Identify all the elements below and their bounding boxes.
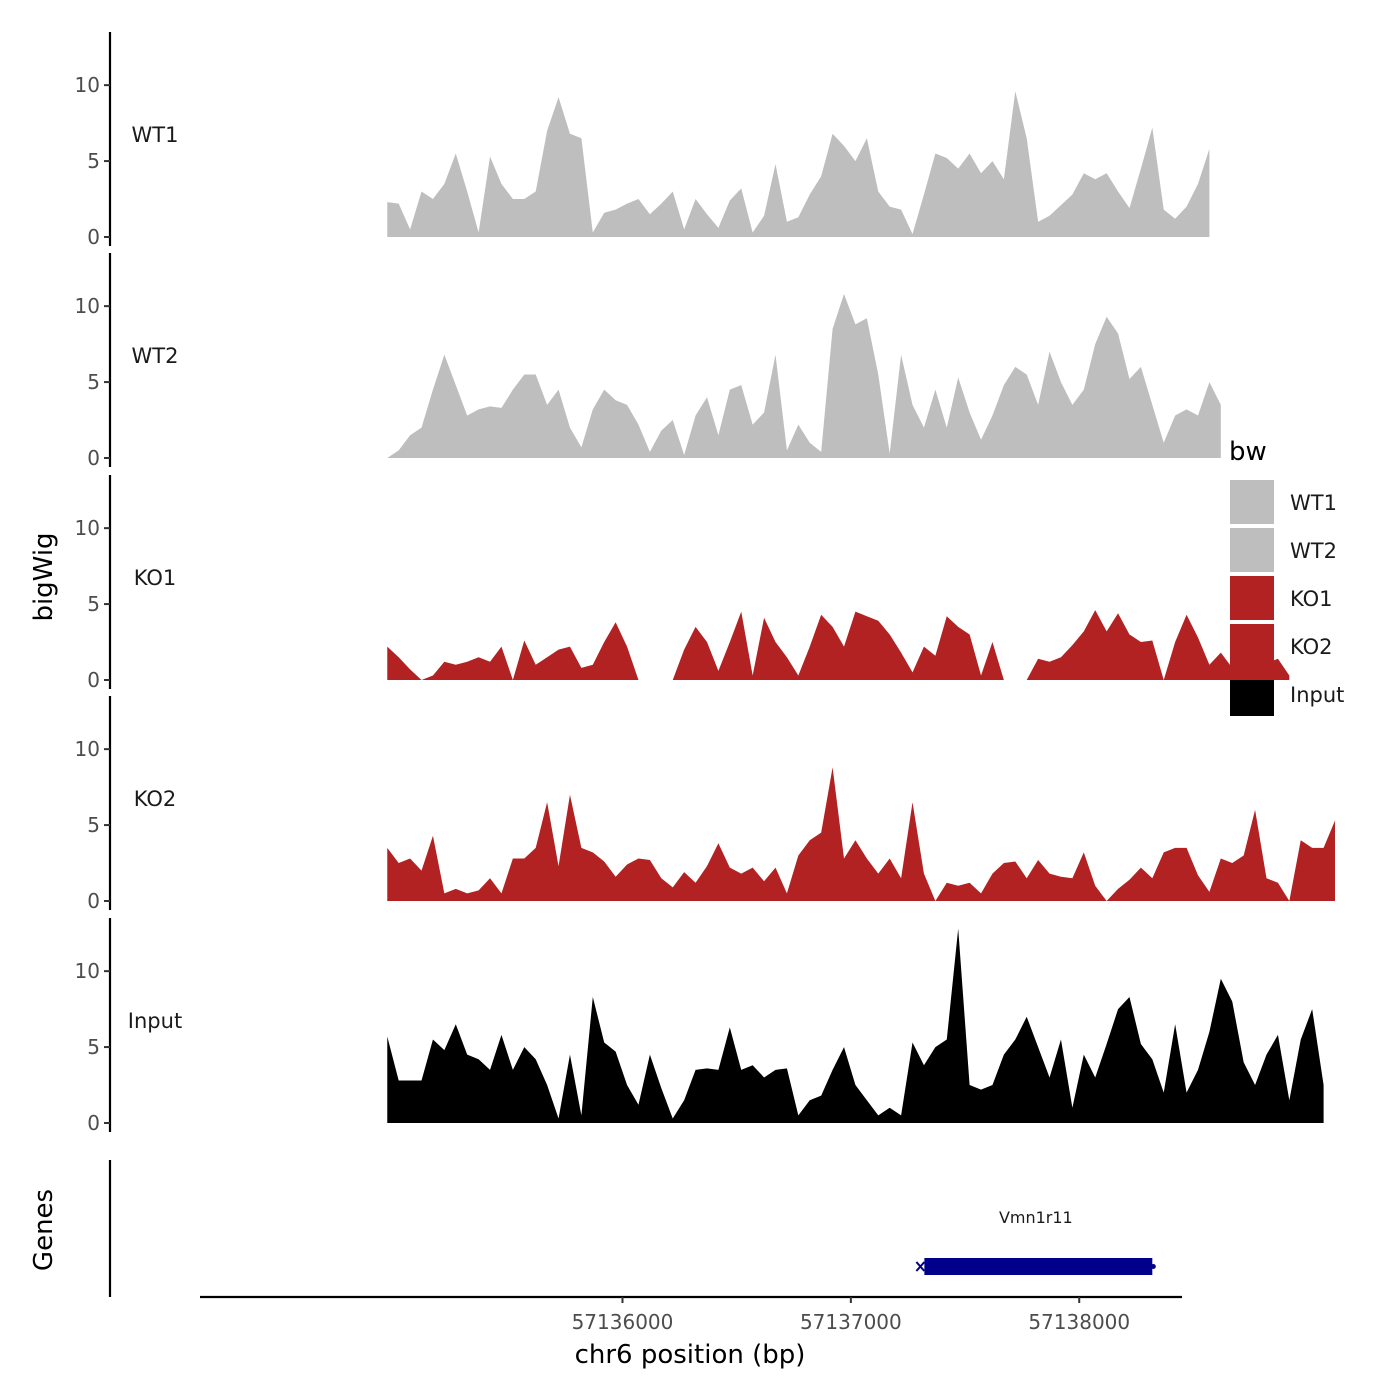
- track-label-wt2: WT2: [132, 344, 179, 368]
- y-tick-label: 0: [87, 889, 100, 913]
- y-tick-label: 10: [75, 294, 100, 318]
- track-panel-wt1: 0 5 10 WT1: [75, 32, 1210, 249]
- y-tick-label: 0: [87, 446, 100, 470]
- legend-swatch: [1230, 576, 1274, 620]
- y-tick-label: 0: [87, 668, 100, 692]
- y-tick-label: 5: [87, 370, 100, 394]
- track-area-wt2: [387, 294, 1221, 458]
- y-tick-label: 5: [87, 813, 100, 837]
- y-tick-label: 10: [75, 737, 100, 761]
- legend-title: bw: [1229, 437, 1267, 467]
- legend-item-wt1: WT1: [1230, 480, 1337, 524]
- track-panel-ko1: 0 5 10 KO1: [75, 475, 1290, 692]
- gene-label: Vmn1r11: [999, 1208, 1073, 1227]
- track-label-ko1: KO1: [134, 566, 177, 590]
- x-tick-label: 57138000: [1028, 1310, 1130, 1334]
- track-label-ko2: KO2: [134, 787, 177, 811]
- y-tick-label: 10: [75, 516, 100, 540]
- y-tick-label: 0: [87, 225, 100, 249]
- track-label-wt1: WT1: [132, 123, 179, 147]
- gene-body: [924, 1258, 1153, 1275]
- track-area-wt1: [387, 91, 1210, 237]
- legend-swatch: [1230, 528, 1274, 572]
- legend-label: WT2: [1290, 539, 1337, 563]
- track-label-input: Input: [128, 1009, 182, 1033]
- y-tick-label: 5: [87, 1035, 100, 1059]
- legend-label: WT1: [1290, 491, 1337, 515]
- y-tick-label: 5: [87, 592, 100, 616]
- genes-axis-title: Genes: [29, 1189, 59, 1271]
- legend-label: Input: [1290, 683, 1344, 707]
- x-tick-label: 57137000: [800, 1310, 902, 1334]
- track-area-ko2: [387, 767, 1336, 901]
- y-tick-label: 5: [87, 149, 100, 173]
- legend: bw WT1 WT2 KO1 KO2 Input: [1229, 437, 1344, 716]
- legend-swatch: [1230, 480, 1274, 524]
- gene-end-marker: [1150, 1264, 1156, 1269]
- legend-label: KO2: [1290, 635, 1333, 659]
- track-area-ko1: [387, 610, 1290, 680]
- gene-vmn1r11: Vmn1r11: [915, 1208, 1156, 1275]
- track-panel-wt2: 0 5 10 WT2: [75, 253, 1221, 470]
- y-tick-label: 0: [87, 1111, 100, 1135]
- legend-label: KO1: [1290, 587, 1333, 611]
- x-tick-label: 57136000: [572, 1310, 674, 1334]
- legend-item-ko1: KO1: [1230, 576, 1333, 620]
- track-area-input: [387, 928, 1324, 1123]
- legend-item-wt2: WT2: [1230, 528, 1337, 572]
- gene-start-marker: [915, 1261, 926, 1272]
- track-panel-ko2: 0 5 10 KO2: [75, 696, 1336, 913]
- track-panel-input: 0 5 10 Input: [75, 918, 1324, 1135]
- y-axis-title: bigWig: [29, 532, 59, 621]
- y-tick-label: 10: [75, 959, 100, 983]
- y-tick-label: 10: [75, 73, 100, 97]
- x-axis-title: chr6 position (bp): [575, 1340, 806, 1370]
